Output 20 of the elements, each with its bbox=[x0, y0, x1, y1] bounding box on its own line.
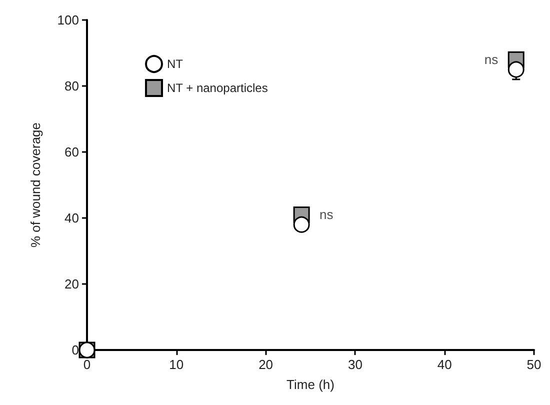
annotation: ns bbox=[320, 207, 334, 222]
y-tick-label: 0 bbox=[72, 342, 79, 358]
y-tick-label: 100 bbox=[57, 12, 79, 28]
x-tick-label: 30 bbox=[348, 357, 362, 372]
x-tick-label: 10 bbox=[169, 357, 184, 372]
x-tick-label: 50 bbox=[526, 357, 542, 372]
y-axis-title: % of wound coverage bbox=[28, 122, 43, 248]
point bbox=[508, 61, 524, 78]
legend-label: NT + nanoparticles bbox=[167, 81, 268, 95]
y-tick-label: 20 bbox=[64, 276, 79, 292]
y-tick-label: 80 bbox=[64, 78, 79, 94]
x-tick-label: 0 bbox=[83, 357, 91, 372]
legend-label: NT bbox=[167, 57, 184, 71]
x-tick-label: 20 bbox=[258, 357, 274, 372]
x-tick-label: 40 bbox=[437, 357, 452, 372]
annotation: ns bbox=[484, 52, 499, 68]
y-tick-label: 40 bbox=[64, 210, 79, 226]
point bbox=[293, 216, 310, 233]
y-tick-label: 60 bbox=[64, 144, 79, 160]
x-axis-title: Time (h) bbox=[286, 377, 334, 392]
